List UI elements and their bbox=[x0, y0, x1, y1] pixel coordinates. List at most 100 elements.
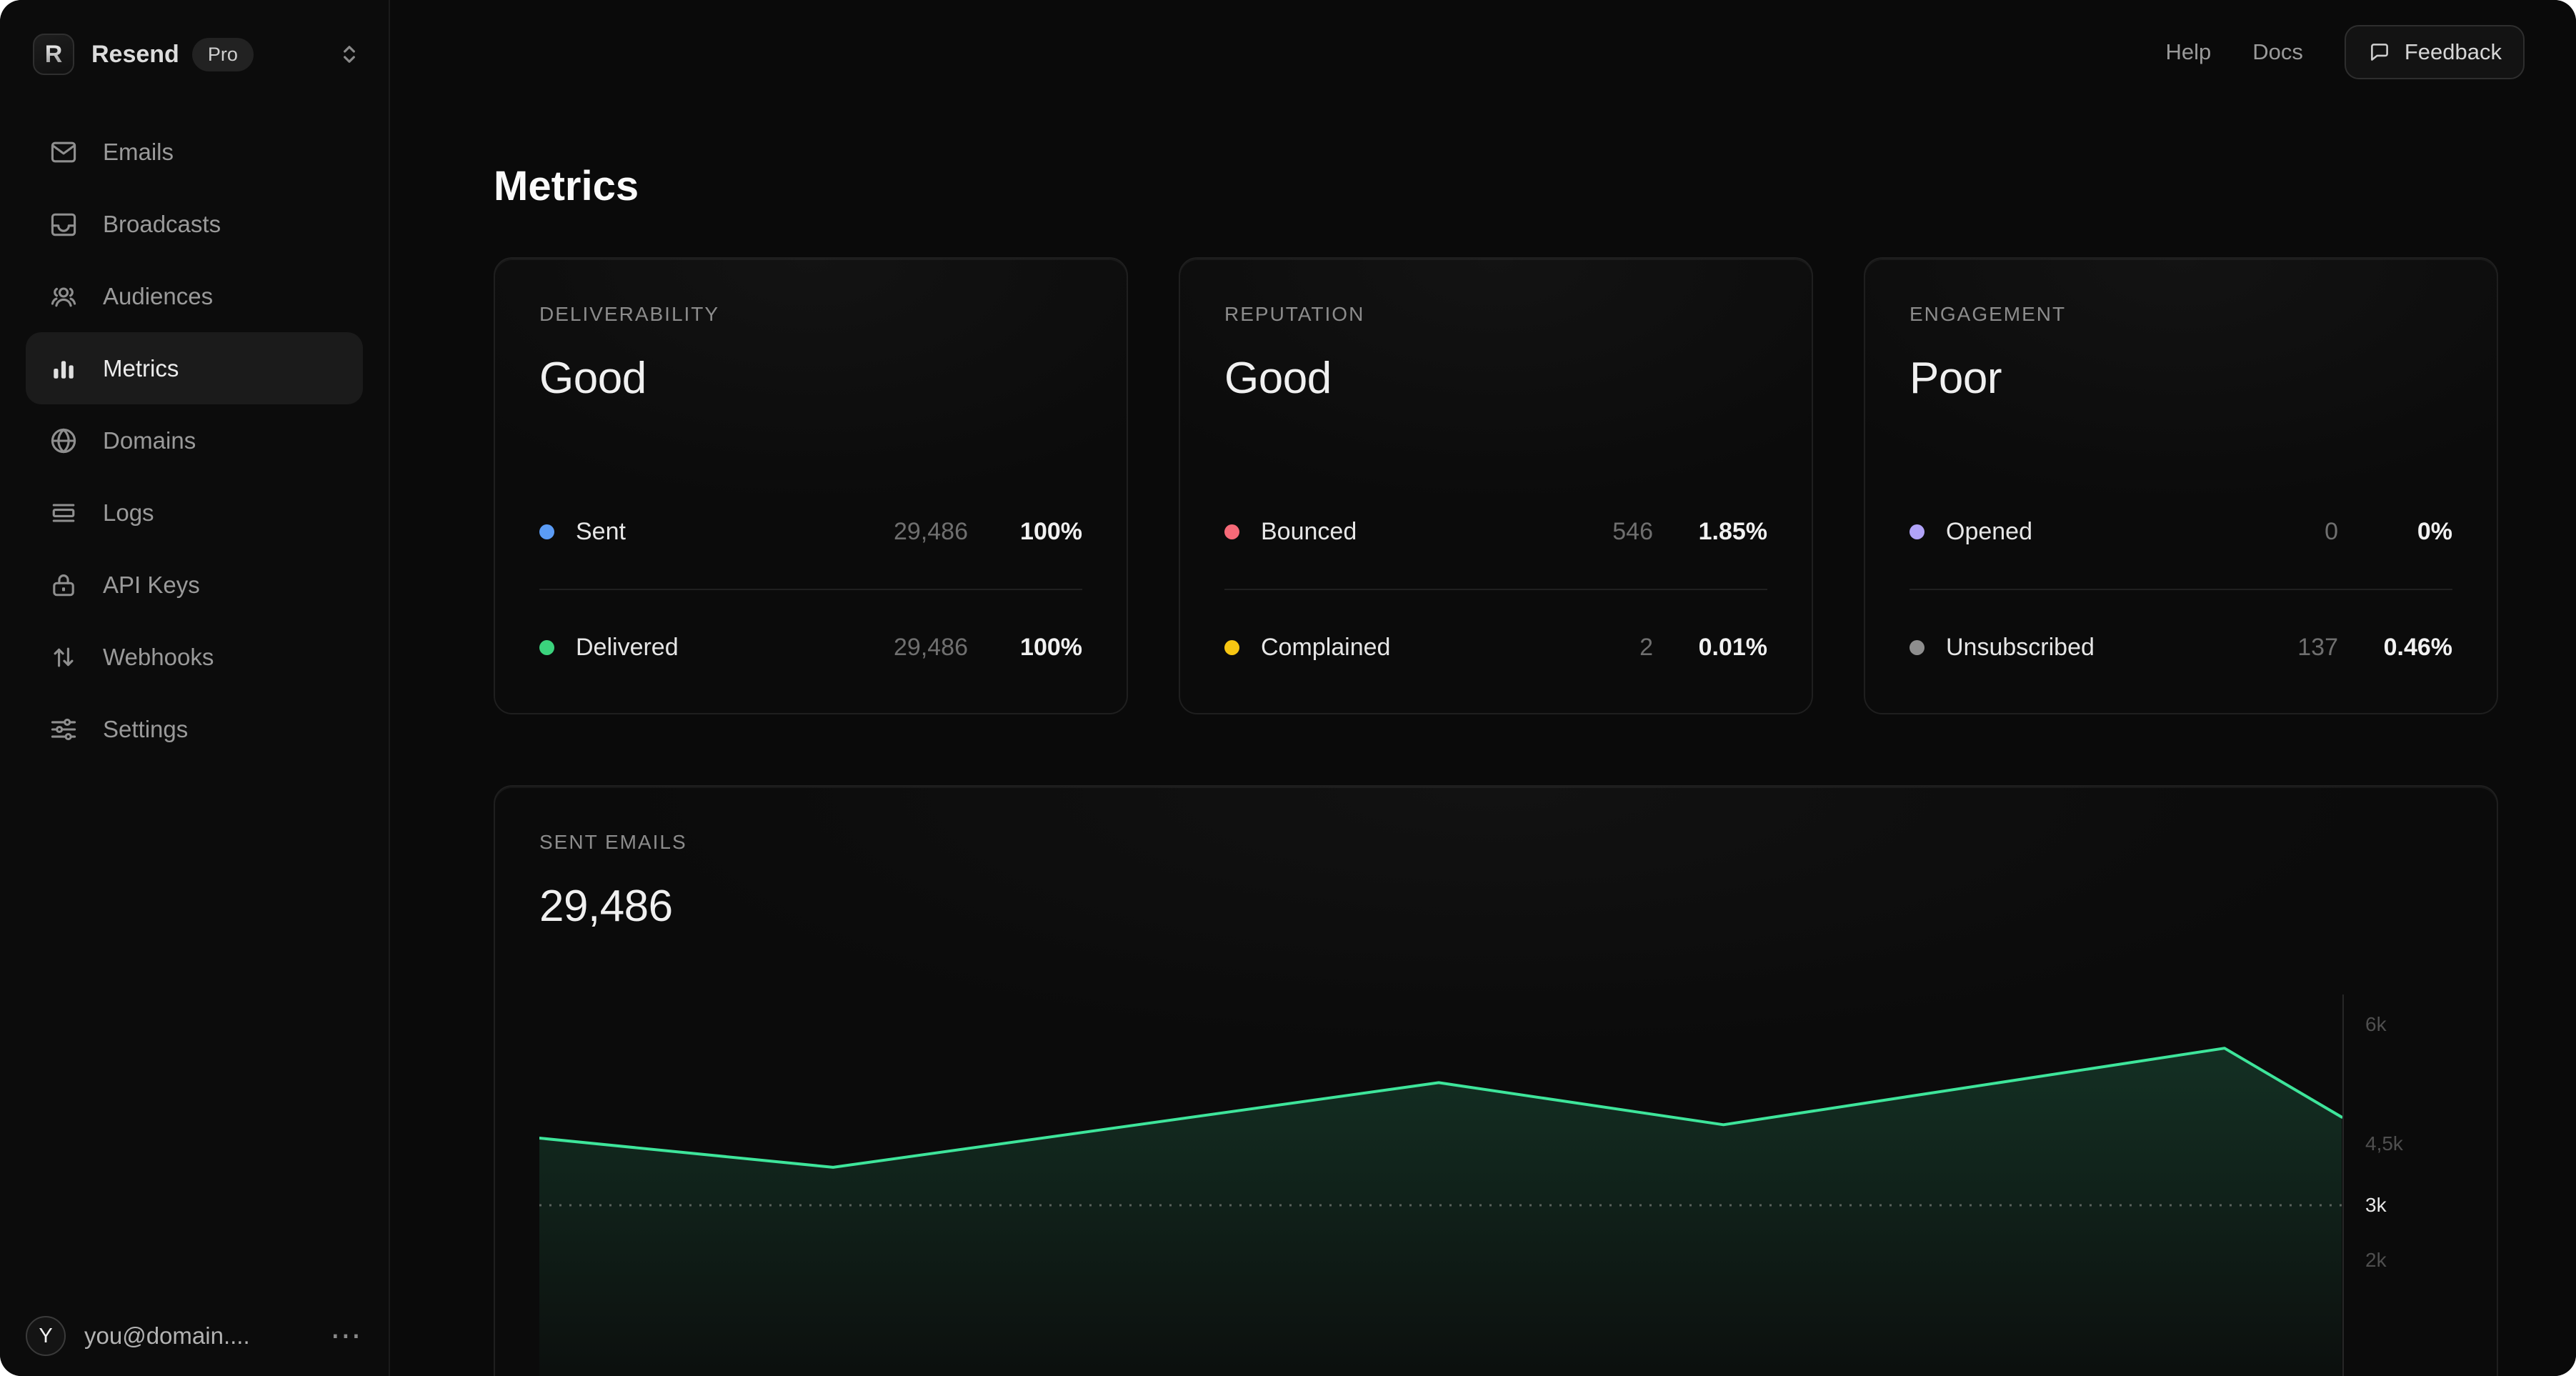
sidebar-item-label: Settings bbox=[103, 715, 189, 742]
lock-icon bbox=[47, 569, 80, 602]
metric-row-unsubscribed: Unsubscribed 137 0.46% bbox=[1909, 590, 2452, 704]
y-tick-label: 2k bbox=[2365, 1249, 2387, 1271]
feedback-label: Feedback bbox=[2404, 39, 2502, 64]
page-title: Metrics bbox=[494, 162, 639, 209]
area-chart bbox=[539, 994, 2344, 1376]
series-dot bbox=[1909, 524, 1924, 539]
chart-card-total: 29,486 bbox=[539, 882, 673, 931]
metric-label: Bounced bbox=[1261, 517, 1357, 545]
rows-icon bbox=[47, 497, 80, 529]
feedback-button[interactable]: Feedback bbox=[2344, 25, 2525, 79]
sidebar-item-api-keys[interactable]: API Keys bbox=[26, 549, 363, 621]
sidebar-item-emails[interactable]: Emails bbox=[26, 116, 363, 188]
card-category-label: DELIVERABILITY bbox=[539, 303, 720, 325]
avatar: Y bbox=[26, 1316, 66, 1356]
deliverability-card: DELIVERABILITY Good Sent 29,486 100% Del… bbox=[494, 257, 1128, 714]
ellipsis-icon[interactable]: ⋯ bbox=[330, 1318, 363, 1353]
y-tick-label: 4,5k bbox=[2365, 1132, 2403, 1155]
series-dot bbox=[1224, 639, 1239, 655]
sliders-icon bbox=[47, 713, 80, 746]
sidebar-item-metrics[interactable]: Metrics bbox=[26, 332, 363, 404]
sidebar-item-webhooks[interactable]: Webhooks bbox=[26, 621, 363, 693]
metric-label: Delivered bbox=[576, 633, 679, 661]
metric-percent: 0.46% bbox=[2383, 633, 2452, 661]
card-category-label: REPUTATION bbox=[1224, 303, 1365, 325]
metric-percent: 100% bbox=[1020, 633, 1082, 661]
chat-bubble-icon bbox=[2367, 40, 2392, 64]
help-link[interactable]: Help bbox=[2165, 39, 2212, 64]
unfold-chevrons-icon[interactable] bbox=[336, 41, 363, 68]
sidebar-item-domains[interactable]: Domains bbox=[26, 404, 363, 477]
main-content: Help Docs Feedback Metrics DELIVERABILIT… bbox=[390, 0, 2576, 1376]
metric-percent: 0% bbox=[2417, 517, 2452, 545]
metric-count: 0 bbox=[2325, 517, 2338, 545]
sidebar-item-label: Broadcasts bbox=[103, 210, 221, 237]
card-category-label: ENGAGEMENT bbox=[1909, 303, 2067, 325]
arrows-up-down-icon bbox=[47, 641, 80, 674]
metric-row-opened: Opened 0 0% bbox=[1909, 474, 2452, 589]
mail-icon bbox=[47, 136, 80, 169]
workspace-switcher[interactable]: R Resend Pro bbox=[33, 33, 363, 76]
metric-label: Complained bbox=[1261, 633, 1391, 661]
chart-line bbox=[539, 1047, 2343, 1169]
sidebar-item-logs[interactable]: Logs bbox=[26, 477, 363, 549]
user-email: you@domain.... bbox=[84, 1322, 250, 1349]
docs-link[interactable]: Docs bbox=[2252, 39, 2303, 64]
summary-cards: DELIVERABILITY Good Sent 29,486 100% Del… bbox=[494, 257, 2498, 714]
metric-label: Opened bbox=[1946, 517, 2032, 545]
sent-emails-chart: 6k 4,5k 3k 2k bbox=[539, 994, 2455, 1376]
y-axis-labels: 6k 4,5k 3k 2k bbox=[2365, 994, 2455, 1376]
row-divider bbox=[1224, 589, 1767, 590]
logo-letter: R bbox=[44, 40, 63, 68]
metric-count: 29,486 bbox=[894, 517, 968, 545]
metric-count: 29,486 bbox=[894, 633, 968, 661]
sent-emails-card: SENT EMAILS 29,486 bbox=[494, 785, 2498, 1376]
series-dot bbox=[539, 524, 554, 539]
engagement-card: ENGAGEMENT Poor Opened 0 0% Unsubscribed bbox=[1864, 257, 2498, 714]
sidebar-item-audiences[interactable]: Audiences bbox=[26, 260, 363, 332]
resend-logo: R bbox=[33, 34, 74, 75]
sidebar-item-label: API Keys bbox=[103, 571, 200, 598]
chart-fill-area bbox=[539, 1048, 2342, 1376]
metric-count: 2 bbox=[1639, 633, 1653, 661]
y-tick-label: 6k bbox=[2365, 1013, 2387, 1035]
user-menu[interactable]: Y you@domain.... ⋯ bbox=[26, 1316, 363, 1356]
users-icon bbox=[47, 280, 80, 313]
reputation-card: REPUTATION Good Bounced 546 1.85% Compla… bbox=[1179, 257, 1813, 714]
sidebar-item-label: Logs bbox=[103, 499, 154, 526]
topbar: Help Docs Feedback bbox=[2165, 0, 2525, 104]
row-divider bbox=[539, 589, 1082, 590]
inbox-icon bbox=[47, 208, 80, 241]
metric-label: Unsubscribed bbox=[1946, 633, 2095, 661]
card-verdict: Poor bbox=[1909, 354, 2002, 403]
series-dot bbox=[1909, 639, 1924, 655]
metric-percent: 1.85% bbox=[1698, 517, 1767, 545]
card-rows: Sent 29,486 100% Delivered 29,486 100% bbox=[539, 474, 1082, 704]
metric-percent: 0.01% bbox=[1698, 633, 1767, 661]
sidebar-nav: Emails Broadcasts Audiences bbox=[26, 116, 363, 765]
sidebar-item-label: Webhooks bbox=[103, 643, 214, 670]
row-divider bbox=[1909, 589, 2452, 590]
sidebar: R Resend Pro Emails bbox=[0, 0, 390, 1376]
metric-count: 546 bbox=[1612, 517, 1653, 545]
sidebar-item-settings[interactable]: Settings bbox=[26, 693, 363, 765]
metric-percent: 100% bbox=[1020, 517, 1082, 545]
card-verdict: Good bbox=[539, 354, 647, 403]
sidebar-item-broadcasts[interactable]: Broadcasts bbox=[26, 188, 363, 260]
series-dot bbox=[1224, 524, 1239, 539]
sidebar-item-label: Metrics bbox=[103, 354, 179, 382]
metric-row-sent: Sent 29,486 100% bbox=[539, 474, 1082, 589]
metric-row-delivered: Delivered 29,486 100% bbox=[539, 590, 1082, 704]
card-rows: Opened 0 0% Unsubscribed 137 0.46% bbox=[1909, 474, 2452, 704]
brand-name: Resend bbox=[91, 40, 179, 68]
avatar-initial: Y bbox=[39, 1324, 53, 1347]
plan-badge: Pro bbox=[191, 37, 254, 71]
y-tick-label: 3k bbox=[2365, 1194, 2387, 1216]
metric-row-bounced: Bounced 546 1.85% bbox=[1224, 474, 1767, 589]
sidebar-item-label: Audiences bbox=[103, 282, 214, 309]
bar-chart-icon bbox=[47, 352, 80, 385]
metric-count: 137 bbox=[2297, 633, 2338, 661]
card-verdict: Good bbox=[1224, 354, 1332, 403]
